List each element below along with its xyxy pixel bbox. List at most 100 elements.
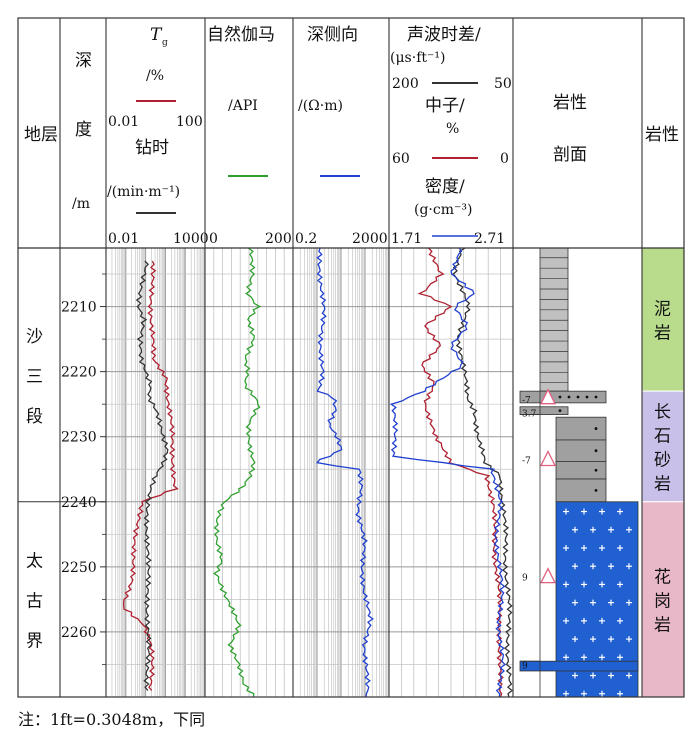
drill-range-max: 1000 [173, 231, 209, 247]
strata-header: 地层 [24, 125, 58, 145]
res-range-max: 2000 [352, 231, 388, 247]
lith-label: 长 [654, 402, 671, 422]
profile-sandstone [519, 406, 569, 415]
lith-label: 岩 [654, 615, 671, 635]
profile-sandstone [519, 390, 607, 404]
profile-triangle [539, 567, 557, 584]
profile-mark: 9 [522, 574, 528, 584]
profile-sand-dot [594, 395, 598, 399]
ac-header: 声波时差/ [407, 25, 481, 45]
curve-2 [212, 247, 262, 698]
lith-label: 泥 [654, 300, 671, 320]
depth-header-2: 度 [75, 120, 92, 140]
drill-header-unit: /(min·m⁻¹) [107, 184, 180, 200]
res-header-unit: /(Ω·m) [298, 98, 343, 114]
lith-label: 石 [654, 426, 671, 446]
gr-header-unit: /API [228, 98, 258, 114]
lith-label: 砂 [654, 450, 671, 470]
profile-sandstone [555, 439, 607, 462]
cnl-header: 中子/ [425, 96, 465, 116]
profile-sand-dot [594, 427, 598, 430]
lith-block [641, 247, 685, 392]
curve-5 [417, 247, 504, 698]
depth-tick-label: 2220 [61, 365, 97, 381]
profile-sandstone [555, 416, 607, 441]
profile-sand-dot [558, 409, 562, 413]
profile-sand-dot [567, 395, 571, 399]
curve-4 [452, 247, 514, 698]
track-grids [105, 248, 513, 697]
res-header: 深侧向 [307, 25, 358, 45]
lith-label: 岩 [654, 474, 671, 494]
gr-header: 自然伽马 [207, 25, 275, 45]
cnl-range-max: 0 [500, 151, 509, 167]
profile-sand-dot [594, 468, 598, 472]
depth-axis: 2210 2220 2230 2240 2250 2260 [61, 273, 106, 665]
profile-sand-dot [594, 488, 598, 492]
lithology-profile: -73.7-799 [519, 247, 639, 698]
curve-1 [135, 260, 169, 691]
profile-header-2: 剖面 [553, 145, 587, 165]
lith-header: 岩性 [645, 125, 679, 145]
den-range-min: 1.71 [391, 231, 422, 247]
den-header: 密度/ [425, 177, 465, 197]
log-curves [122, 247, 514, 698]
profile-triangle [539, 388, 557, 405]
lith-label: 花 [654, 567, 671, 587]
profile-sandstone [555, 478, 607, 503]
profile-mark: -7 [522, 456, 531, 466]
depth-header-unit: /m [72, 196, 90, 212]
curve-0 [122, 260, 179, 691]
profile-granite-thin [519, 660, 639, 672]
table-frame [17, 17, 685, 698]
strata-label: 段 [26, 407, 43, 427]
profile-mark: -7 [522, 396, 531, 406]
tg-range-min: 0.01 [108, 114, 139, 130]
curve-3 [315, 247, 374, 698]
depth-tick-label: 2260 [61, 625, 97, 641]
res-range-min: 0.2 [295, 231, 317, 247]
cnl-header-unit: % [446, 121, 459, 137]
profile-sand-dot [594, 449, 598, 453]
strata-label: 界 [26, 631, 43, 651]
header-row: 地层 深 度 /m T g /% 0.01 100 钻时 /(min·m⁻¹) … [24, 25, 679, 247]
depth-tick-label: 2240 [61, 495, 97, 511]
tg-header-unit: /% [146, 68, 164, 84]
profile-sand-dot [558, 395, 562, 399]
ac-range-max: 50 [494, 76, 512, 92]
gr-range-max: 200 [265, 231, 292, 247]
footnote: 注：1ft=0.3048m，下同 [18, 710, 206, 729]
profile-mark: 9 [522, 661, 528, 671]
profile-sand-dot [585, 395, 589, 399]
depth-tick-label: 2250 [61, 560, 97, 576]
cnl-range-min: 60 [392, 151, 410, 167]
tg-header-symbol: T [150, 25, 163, 45]
tg-header-sub: g [162, 38, 168, 48]
strata-label: 沙 [26, 327, 43, 347]
ac-header-unit: (μs·ft⁻¹) [390, 50, 445, 66]
strata-label: 三 [26, 367, 43, 387]
drill-range-min: 0.01 [108, 231, 139, 247]
strata-label: 太 [26, 551, 43, 571]
depth-tick-label: 2230 [61, 430, 97, 446]
profile-sandstone [555, 461, 607, 480]
den-header-unit: (g·cm⁻³) [414, 202, 472, 218]
drill-header: 钻时 [135, 138, 169, 158]
strata-label: 古 [26, 591, 43, 611]
profile-header-1: 岩性 [553, 93, 587, 113]
profile-triangle [539, 450, 557, 467]
gr-range-min: 0 [209, 231, 218, 247]
lith-label: 岗 [654, 591, 671, 611]
ac-range-min: 200 [392, 76, 419, 92]
outer-frame [17, 17, 685, 698]
den-range-max: 2.71 [474, 231, 505, 247]
depth-header-1: 深 [75, 51, 92, 71]
curve-6 [389, 247, 506, 698]
depth-tick-label: 2210 [61, 300, 97, 316]
profile-mudstone [539, 247, 569, 392]
profile-sand-dot [576, 395, 580, 399]
lith-label: 岩 [654, 324, 671, 344]
